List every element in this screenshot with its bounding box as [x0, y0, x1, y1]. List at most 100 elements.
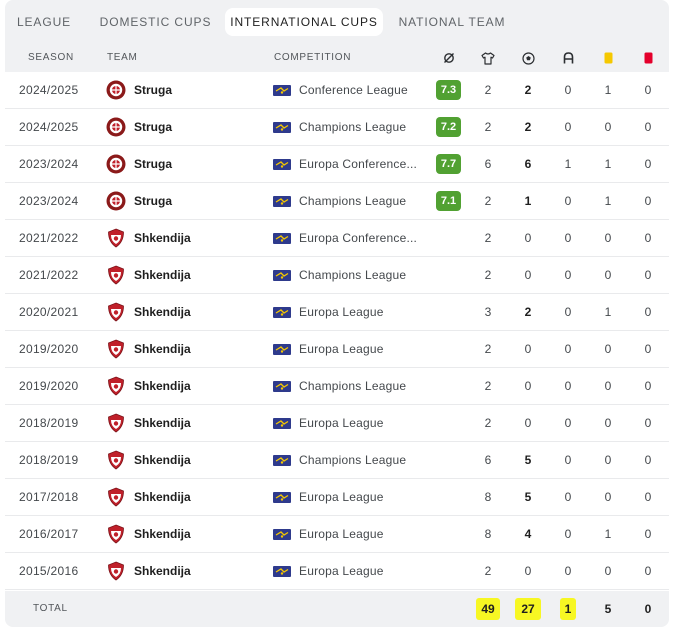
team-cell[interactable]: Shkendija	[106, 220, 191, 256]
table-row[interactable]: 2024/2025 Struga Conference League 7.3 2 2 0 1 0	[5, 72, 669, 109]
total-appearances: 49	[476, 598, 500, 620]
competition-logo-icon	[273, 565, 299, 577]
competition-cell[interactable]: Champions League	[273, 109, 406, 145]
team-cell[interactable]: Shkendija	[106, 479, 191, 515]
yellow-cards-cell: 0	[604, 564, 612, 578]
yellow-cards-cell: 0	[604, 416, 612, 430]
competition-cell[interactable]: Europa Conference...	[273, 146, 417, 182]
team-cell[interactable]: Shkendija	[106, 516, 191, 552]
team-name: Shkendija	[134, 231, 191, 245]
season-cell: 2023/2024	[19, 194, 79, 208]
team-cell[interactable]: Shkendija	[106, 368, 191, 404]
assists-cell: 0	[564, 379, 572, 393]
competition-name: Europa League	[299, 490, 384, 504]
team-cell[interactable]: Shkendija	[106, 294, 191, 330]
total-red-cards: 0	[644, 602, 652, 616]
competition-name: Conference League	[299, 83, 408, 97]
assists-cell: 0	[564, 194, 572, 208]
table-row[interactable]: 2019/2020 Shkendija Champions League 2 0 0 0 0	[5, 368, 669, 405]
competition-logo-icon	[273, 528, 299, 540]
competition-cell[interactable]: Champions League	[273, 257, 406, 293]
competition-cell[interactable]: Europa League	[273, 479, 384, 515]
table-row[interactable]: 2023/2024 Struga Champions League 7.1 2 1 0 1 0	[5, 183, 669, 220]
shkendija-crest-icon	[106, 524, 134, 544]
team-header[interactable]: TEAM	[107, 52, 138, 63]
competition-cell[interactable]: Champions League	[273, 183, 406, 219]
tab-international-cups[interactable]: INTERNATIONAL CUPS	[225, 8, 383, 36]
season-header[interactable]: SEASON	[28, 52, 74, 63]
team-cell[interactable]: Struga	[106, 146, 172, 182]
team-cell[interactable]: Struga	[106, 72, 172, 108]
competition-cell[interactable]: Conference League	[273, 72, 408, 108]
yellow-cards-cell: 0	[604, 453, 612, 467]
season-cell: 2020/2021	[19, 305, 79, 319]
tab-league[interactable]: LEAGUE	[16, 15, 72, 29]
season-cell: 2024/2025	[19, 120, 79, 134]
red-cards-cell: 0	[644, 194, 652, 208]
appearances-cell: 2	[484, 379, 492, 393]
team-name: Shkendija	[134, 305, 191, 319]
total-assists: 1	[560, 598, 576, 620]
team-cell[interactable]: Struga	[106, 183, 172, 219]
red-card-icon[interactable]	[638, 44, 658, 72]
competition-cell[interactable]: Champions League	[273, 442, 406, 478]
team-cell[interactable]: Shkendija	[106, 257, 191, 293]
goals-cell: 0	[524, 268, 532, 282]
competition-logo-icon	[273, 491, 299, 503]
competition-name: Europa League	[299, 564, 384, 578]
competition-cell[interactable]: Europa League	[273, 331, 384, 367]
table-row[interactable]: 2018/2019 Shkendija Europa League 2 0 0 0 0	[5, 405, 669, 442]
goals-cell: 5	[524, 490, 532, 504]
table-row[interactable]: 2019/2020 Shkendija Europa League 2 0 0 0 0	[5, 331, 669, 368]
struga-crest-icon	[106, 80, 134, 100]
assist-icon[interactable]	[558, 44, 578, 72]
competition-cell[interactable]: Europa League	[273, 516, 384, 552]
tab-national-team[interactable]: NATIONAL TEAM	[398, 15, 506, 29]
competition-cell[interactable]: Europa Conference...	[273, 220, 417, 256]
competition-logo-icon	[273, 454, 299, 466]
shirt-icon[interactable]	[478, 44, 498, 72]
table-row[interactable]: 2015/2016 Shkendija Europa League 2 0 0 0 0	[5, 553, 669, 590]
team-cell[interactable]: Shkendija	[106, 405, 191, 441]
table-row[interactable]: 2023/2024 Struga Europa Conference... 7.7 6 6…	[5, 146, 669, 183]
table-row[interactable]: 2017/2018 Shkendija Europa League 8 5 0 0 0	[5, 479, 669, 516]
competition-name: Champions League	[299, 379, 407, 393]
team-name: Shkendija	[134, 453, 191, 467]
competition-header[interactable]: COMPETITION	[274, 52, 352, 63]
assists-cell: 0	[564, 305, 572, 319]
table-row[interactable]: 2021/2022 Shkendija Champions League 2 0 0 0 0	[5, 257, 669, 294]
competition-cell[interactable]: Champions League	[273, 368, 406, 404]
table-row[interactable]: 2020/2021 Shkendija Europa League 3 2 0 1 0	[5, 294, 669, 331]
competition-logo-icon	[273, 417, 299, 429]
struga-crest-icon	[106, 191, 134, 211]
goals-cell: 4	[524, 527, 532, 541]
red-cards-cell: 0	[644, 268, 652, 282]
ball-icon[interactable]	[518, 44, 538, 72]
competition-name: Champions League	[299, 268, 407, 282]
team-name: Shkendija	[134, 268, 191, 282]
rating-badge: 7.3	[436, 80, 461, 100]
team-cell[interactable]: Shkendija	[106, 442, 191, 478]
team-cell[interactable]: Shkendija	[106, 553, 191, 589]
team-cell[interactable]: Shkendija	[106, 331, 191, 367]
assists-cell: 0	[564, 231, 572, 245]
table-row[interactable]: 2024/2025 Struga Champions League 7.2 2 2 0 0 0	[5, 109, 669, 146]
competition-cell[interactable]: Europa League	[273, 294, 384, 330]
appearances-cell: 2	[484, 564, 492, 578]
competition-cell[interactable]: Europa League	[273, 553, 384, 589]
table-row[interactable]: 2021/2022 Shkendija Europa Conference... 2 0…	[5, 220, 669, 257]
competition-cell[interactable]: Europa League	[273, 405, 384, 441]
table-row[interactable]: 2018/2019 Shkendija Champions League 6 5 0 0 0	[5, 442, 669, 479]
appearances-cell: 6	[484, 453, 492, 467]
competition-logo-icon	[273, 195, 299, 207]
assists-cell: 0	[564, 453, 572, 467]
team-cell[interactable]: Struga	[106, 109, 172, 145]
red-cards-cell: 0	[644, 379, 652, 393]
tab-domestic-cups[interactable]: DOMESTIC CUPS	[99, 15, 212, 29]
rating-icon[interactable]	[439, 44, 459, 72]
yellow-card-icon[interactable]	[598, 44, 618, 72]
season-cell: 2015/2016	[19, 564, 79, 578]
table-row[interactable]: 2016/2017 Shkendija Europa League 8 4 0 1 0	[5, 516, 669, 553]
appearances-cell: 8	[484, 527, 492, 541]
team-name: Shkendija	[134, 527, 191, 541]
